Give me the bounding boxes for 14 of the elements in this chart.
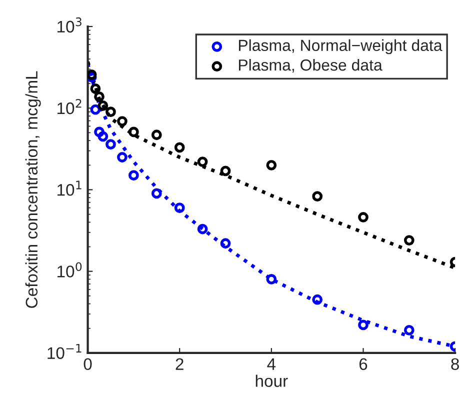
x-tick-label: 0 xyxy=(84,358,92,370)
y-tick-label: 10$^{0}$ xyxy=(58,262,82,278)
x-tick-label: 6 xyxy=(359,358,368,370)
x-axis-title: hour xyxy=(256,374,288,387)
x-tick-label: 8 xyxy=(451,358,459,370)
y-axis-title: Cefoxitin concentration, mcg/mL xyxy=(25,71,41,308)
y-tick-label: 10$^{3}$ xyxy=(58,17,82,33)
y-tick-label: 10$^{−1}$ xyxy=(48,344,82,360)
y-tick-label: 10$^{1}$ xyxy=(58,180,82,196)
x-tick-label: 4 xyxy=(267,358,276,370)
x-tick-label: 2 xyxy=(176,358,184,370)
legend-label: Plasma, Normal−weight data xyxy=(238,39,442,54)
legend-label: Plasma, Obese data xyxy=(238,58,382,73)
y-tick-label: 10$^{2}$ xyxy=(58,98,82,114)
